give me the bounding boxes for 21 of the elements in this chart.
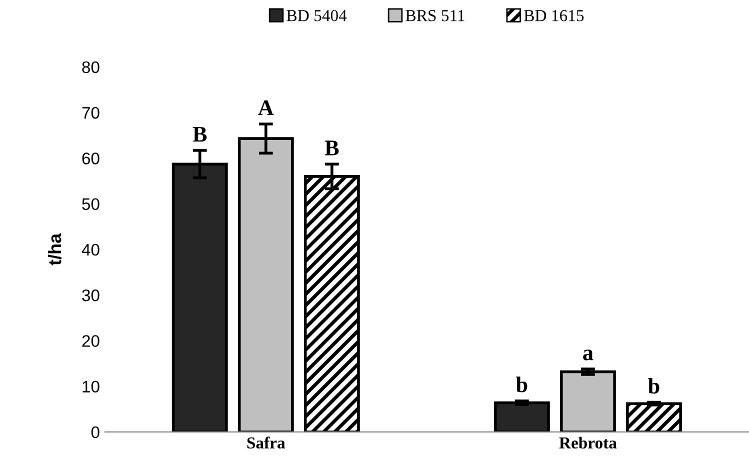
y-tick-label: 80	[82, 61, 100, 74]
y-axis-title: t/ha	[48, 233, 62, 266]
y-tick-label: 30	[82, 289, 100, 302]
annotation: B	[192, 126, 207, 142]
annotation: b	[516, 376, 528, 392]
annotation: a	[583, 350, 594, 360]
y-tick-label: 0	[91, 426, 100, 438]
legend-label: BRS 511	[406, 10, 464, 22]
y-tick-label: 70	[82, 106, 100, 119]
annotation: A	[258, 100, 274, 116]
annotation: b	[648, 378, 660, 394]
legend-label: BD 1615	[524, 10, 584, 22]
y-tick-label: 50	[82, 198, 100, 210]
annotation: B	[324, 140, 339, 156]
legend-label: BD 5404	[286, 10, 347, 22]
x-tick-label: Safra	[247, 436, 286, 449]
y-tick-label: 20	[82, 335, 100, 347]
x-tick-label: Rebrota	[559, 436, 617, 449]
y-tick-label: 40	[82, 244, 100, 256]
y-tick-label: 60	[82, 152, 100, 164]
y-tick-label: 10	[82, 380, 100, 393]
